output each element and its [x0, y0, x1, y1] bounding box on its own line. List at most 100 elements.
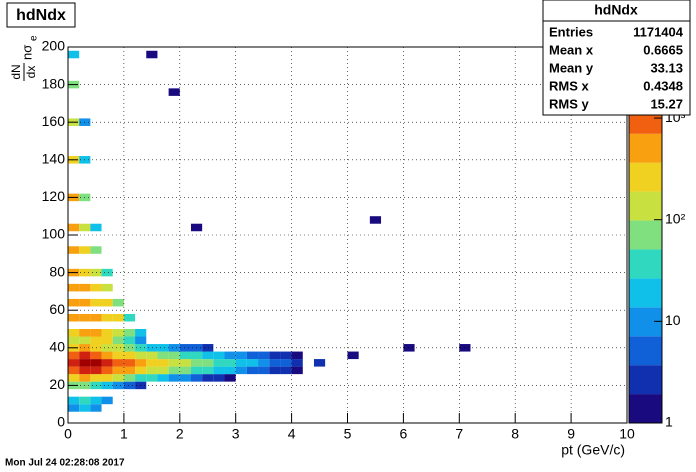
heatmap-cell: [101, 336, 113, 345]
heatmap-cell: [135, 351, 147, 360]
heatmap-cell: [269, 366, 281, 375]
heatmap-cell: [123, 359, 136, 367]
heatmap-cell: [202, 366, 214, 375]
x-tick-label: 3: [232, 426, 240, 442]
heatmap-cell: [146, 344, 158, 352]
x-tick-label: 7: [455, 426, 463, 442]
heatmap-cell: [112, 351, 124, 360]
heatmap-cell: [146, 374, 158, 382]
heatmap-cell: [101, 351, 113, 360]
stats-frame: [542, 0, 691, 116]
heatmap-cell: [258, 351, 270, 360]
y-tick-label: 140: [42, 151, 66, 167]
heatmap-cell: [213, 374, 225, 382]
heatmap-cell: [101, 359, 113, 367]
heatmap-cell: [179, 374, 191, 382]
heatmap-cell: [79, 246, 91, 254]
heatmap-cell: [202, 359, 214, 367]
x-tick-label: 6: [400, 426, 408, 442]
heatmap-cell: [79, 336, 91, 345]
heatmap-cell: [146, 351, 158, 360]
palette-band: [629, 162, 662, 192]
y-tick-label: 100: [42, 226, 66, 242]
heatmap-cell: [79, 223, 91, 232]
stats-label: RMS x: [549, 78, 590, 93]
z-tick-label: 10²: [665, 210, 686, 226]
heatmap-cell: [179, 359, 191, 367]
heatmap-cell: [90, 396, 102, 405]
heatmap-cell: [123, 366, 136, 375]
heatmap-cell: [168, 366, 180, 375]
heatmap-cell: [68, 404, 80, 412]
title-box: [6, 2, 76, 28]
heatmap-cell: [313, 359, 326, 367]
heatmap-cell: [101, 283, 113, 292]
heatmap-cell: [246, 366, 259, 375]
heatmap-cell: [123, 381, 136, 390]
chart-title: hdNdx: [16, 7, 66, 24]
heatmap-cell: [213, 359, 225, 367]
heatmap-cell: [280, 359, 292, 367]
y-title-suffix: nσ: [19, 45, 34, 60]
heatmap-cell: [146, 50, 158, 59]
palette-band: [629, 191, 662, 221]
heatmap-cell: [112, 344, 124, 352]
heatmap-cell: [90, 404, 102, 412]
heatmap-cell: [146, 366, 158, 375]
heatmap-cell: [123, 344, 136, 352]
x-tick-label: 9: [567, 426, 575, 442]
y-title-numerator: dN: [9, 64, 23, 79]
heatmap-cell: [112, 366, 124, 375]
heatmap-cell: [68, 50, 80, 59]
y-title-denominator: dx: [24, 66, 38, 79]
y-tick-label: 60: [49, 301, 65, 317]
heatmap-cell: [246, 351, 259, 360]
heatmap-cell: [68, 313, 80, 322]
heatmap-cell: [68, 359, 80, 367]
palette-band: [629, 278, 662, 308]
heatmap-cell: [235, 359, 247, 367]
heatmap-cell: [79, 298, 91, 307]
heatmap-cell: [112, 381, 124, 390]
heatmap-cell: [135, 336, 147, 345]
heatmap-cell: [101, 329, 113, 337]
heatmap-cell: [101, 396, 113, 405]
heatmap-cell: [68, 351, 80, 360]
stats-title: hdNdx: [594, 2, 638, 18]
heatmap-cell: [90, 246, 102, 254]
x-tick-label: 2: [176, 426, 184, 442]
y-tick-label: 160: [42, 113, 66, 129]
heatmap-cell: [146, 359, 158, 367]
heatmap-cell: [190, 374, 203, 382]
heatmap-cell: [190, 359, 203, 367]
heatmap-cell: [90, 283, 102, 292]
heatmap-cell: [123, 336, 136, 345]
y-tick-label: 40: [49, 339, 65, 355]
heatmap-cell: [90, 268, 102, 277]
heatmap-cell: [123, 329, 136, 337]
heatmap-cell: [269, 351, 281, 360]
heatmap-cell: [168, 344, 180, 352]
heatmap-cell: [101, 381, 113, 390]
x-tick-label: 10: [619, 426, 635, 442]
stats-value: 0.4348: [643, 78, 683, 93]
y-tick-label: 0: [57, 414, 65, 430]
stats-value: 1171404: [633, 24, 684, 39]
heatmap-cell: [68, 374, 80, 382]
heatmap-cell: [112, 336, 124, 345]
heatmap-cell: [79, 283, 91, 292]
x-axis-title: pt (GeV/c): [561, 442, 625, 458]
stats-value: 0.6665: [643, 42, 683, 57]
heatmap-cell: [202, 344, 214, 352]
stats-label: Mean x: [549, 42, 594, 57]
heatmap-cell: [112, 313, 124, 322]
plot-frame: [67, 46, 628, 424]
heatmap-cell: [68, 366, 80, 375]
heatmap-cell: [101, 366, 113, 375]
heatmap-cell: [280, 366, 292, 375]
heatmap-cell: [90, 374, 102, 382]
heatmap-cell: [224, 366, 236, 375]
heatmap-cell: [369, 216, 382, 224]
heatmap-cell: [68, 396, 80, 405]
